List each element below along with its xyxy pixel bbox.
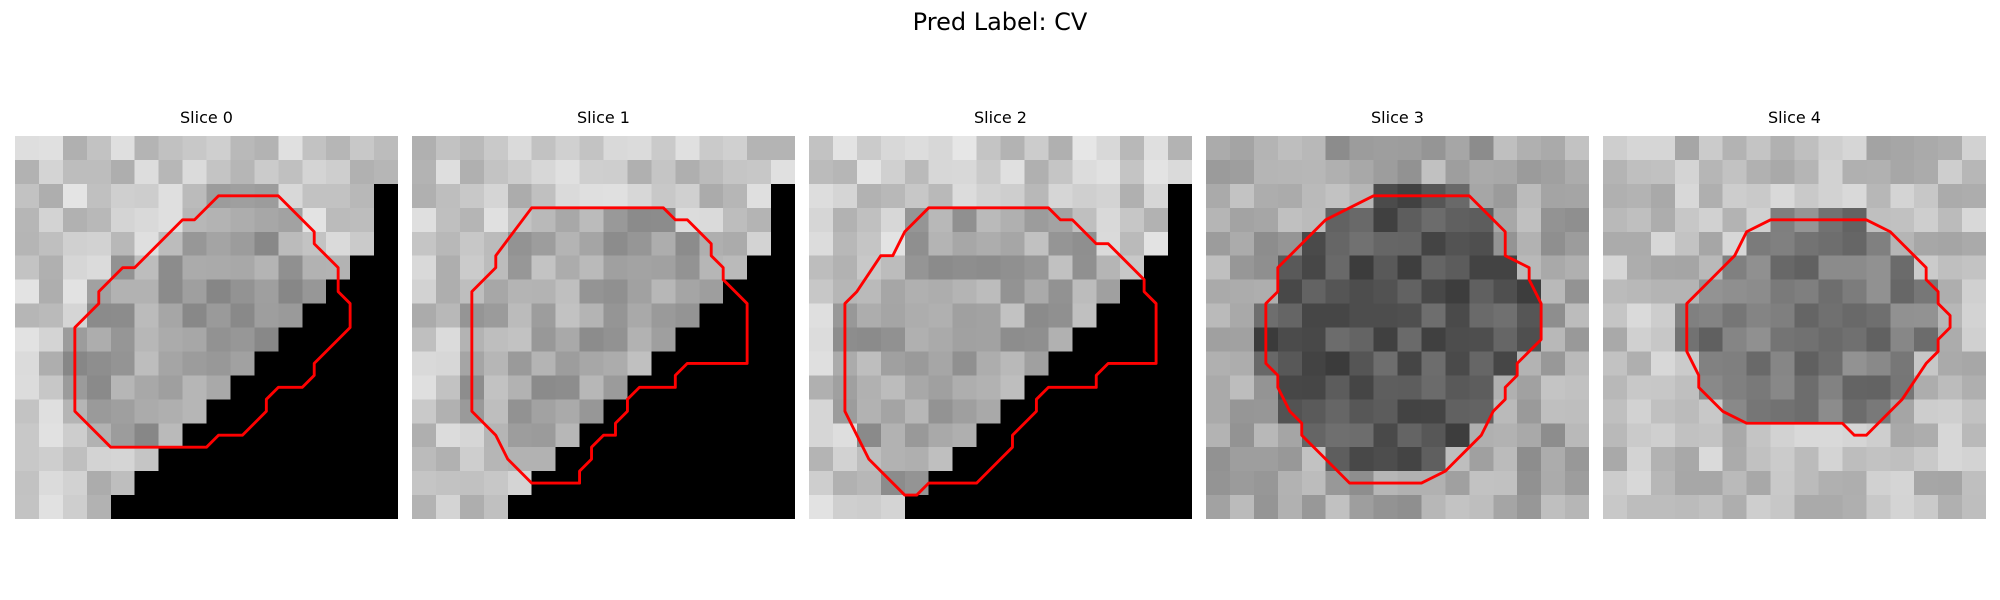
segmentation-contour <box>73 194 352 449</box>
slice-title: Slice 1 <box>577 108 630 127</box>
slice-image <box>15 136 398 519</box>
figure-title: Pred Label: CV <box>912 8 1088 36</box>
slice-title: Slice 2 <box>974 108 1027 127</box>
segmentation-contour <box>843 206 1158 497</box>
segmentation-contour <box>1264 194 1543 485</box>
slice-title: Slice 4 <box>1768 108 1821 127</box>
slice-panel: Slice 1 <box>412 108 795 519</box>
slice-image <box>1603 136 1986 519</box>
slice-panel: Slice 4 <box>1603 108 1986 519</box>
slice-title: Slice 3 <box>1371 108 1424 127</box>
slice-panel: Slice 3 <box>1206 108 1589 519</box>
slice-panel: Slice 0 <box>15 108 398 519</box>
segmentation-contour <box>470 206 749 485</box>
slice-title: Slice 0 <box>180 108 233 127</box>
slice-image <box>809 136 1192 519</box>
segmentation-contour <box>1685 218 1952 437</box>
slice-image <box>1206 136 1589 519</box>
slice-panel: Slice 2 <box>809 108 1192 519</box>
slice-image <box>412 136 795 519</box>
